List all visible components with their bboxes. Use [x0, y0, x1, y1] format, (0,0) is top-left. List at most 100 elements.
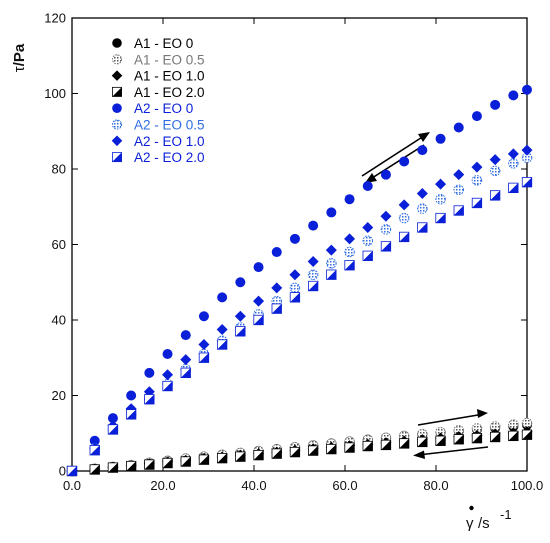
- data-point: [399, 156, 410, 167]
- data-point: [471, 161, 483, 173]
- legend-item: A2 - EO 0.5: [111, 118, 205, 133]
- x-tick-label: 80.0: [423, 478, 448, 493]
- data-point: [235, 326, 246, 337]
- data-point: [253, 449, 264, 461]
- y-tick-label: 80: [52, 162, 66, 177]
- data-point: [271, 247, 282, 258]
- data-point: [307, 280, 319, 292]
- data-point: [289, 233, 300, 244]
- data-point: [489, 421, 501, 432]
- data-point: [417, 436, 428, 448]
- data-point: [435, 426, 446, 438]
- series-4: [66, 429, 533, 477]
- data-point: [325, 244, 337, 256]
- legend-marker: [111, 119, 123, 130]
- data-point: [289, 269, 301, 281]
- data-point: [508, 430, 519, 442]
- legend: A1 - EO 0A1 - EO 0.5 A1 - EO 1.0A1 - EO 2…: [111, 36, 205, 165]
- data-point: [180, 330, 191, 341]
- data-point: [417, 428, 428, 440]
- data-point: [217, 292, 228, 303]
- data-point: [107, 462, 119, 473]
- data-point: [521, 429, 533, 440]
- data-point: [453, 169, 465, 181]
- data-point: [521, 144, 533, 156]
- y-tick-label: 60: [52, 237, 66, 252]
- data-point: [398, 231, 410, 243]
- data-point: [521, 417, 533, 429]
- x-axis-symbol: γ: [466, 515, 474, 532]
- y-tick-label: 40: [52, 313, 66, 328]
- x-tick-label: 0.0: [63, 478, 81, 493]
- data-point: [89, 464, 100, 475]
- data-point: [508, 419, 519, 430]
- legend-label: A2 - EO 0.5: [134, 118, 205, 133]
- legend-item: A1 - EO 1.0: [111, 69, 205, 84]
- data-point: [89, 445, 100, 456]
- data-point: [344, 246, 355, 258]
- legend-label: A2 - EO 2.0: [134, 150, 205, 165]
- data-point: [508, 158, 519, 169]
- data-point: [162, 457, 173, 469]
- data-point: [362, 180, 373, 191]
- data-point: [198, 352, 210, 363]
- data-point: [289, 282, 301, 294]
- data-point: [308, 220, 319, 231]
- data-point: [522, 84, 532, 95]
- legend-marker: [111, 70, 123, 81]
- data-point: [271, 282, 283, 294]
- legend-marker: [112, 86, 122, 97]
- data-point: [162, 348, 173, 359]
- data-point: [216, 323, 228, 335]
- data-point: [453, 184, 464, 196]
- data-point: [126, 390, 137, 401]
- data-point: [162, 380, 173, 392]
- data-point: [453, 434, 464, 445]
- data-point: [490, 99, 501, 110]
- data-point: [344, 194, 355, 205]
- data-point: [235, 451, 246, 462]
- data-point: [417, 145, 428, 156]
- data-point: [326, 207, 337, 218]
- data-point: [271, 303, 282, 314]
- legend-item: A2 - EO 1.0: [111, 134, 205, 149]
- data-point: [489, 154, 501, 166]
- data-point: [489, 165, 501, 177]
- x-tick-label: 60.0: [332, 478, 357, 493]
- data-point: [253, 262, 264, 273]
- x-axis-title: γ /s -1: [466, 505, 512, 532]
- data-point: [289, 292, 301, 303]
- data-point: [271, 295, 282, 307]
- series-7: [66, 144, 533, 477]
- data-point: [362, 222, 374, 234]
- data-point: [416, 188, 428, 200]
- data-point: [235, 277, 246, 288]
- data-point: [489, 431, 501, 443]
- arrow-down-upper: [365, 144, 425, 183]
- data-point: [126, 409, 137, 420]
- data-point: [271, 448, 282, 459]
- legend-marker: [112, 152, 122, 163]
- legend-label: A1 - EO 0.5: [134, 52, 205, 67]
- data-point: [398, 199, 410, 211]
- x-axis-dot-accent: [469, 505, 474, 511]
- legend-label: A1 - EO 0: [134, 36, 193, 51]
- series-8: [66, 177, 533, 477]
- x-axis-exponent: -1: [500, 507, 512, 522]
- data-point: [307, 445, 319, 456]
- data-point: [307, 255, 319, 267]
- arrow-up-lower: [417, 409, 488, 426]
- legend-label: A2 - EO 1.0: [134, 134, 205, 149]
- data-point: [380, 169, 391, 180]
- axis-tick-labels: 0.0 20.0 40.0 60.0 80.0 100.0 0 20 40 60 80 100 120: [44, 11, 543, 494]
- legend-item: A1 - EO 0.5: [111, 52, 205, 67]
- data-point: [380, 241, 392, 252]
- data-point: [417, 203, 428, 214]
- data-point: [362, 440, 373, 452]
- data-point: [435, 178, 447, 190]
- svg-text:τ/Pa: τ/Pa: [11, 43, 28, 72]
- data-point: [326, 269, 337, 280]
- data-point: [107, 424, 119, 435]
- data-point: [380, 439, 392, 451]
- data-point: [66, 465, 78, 477]
